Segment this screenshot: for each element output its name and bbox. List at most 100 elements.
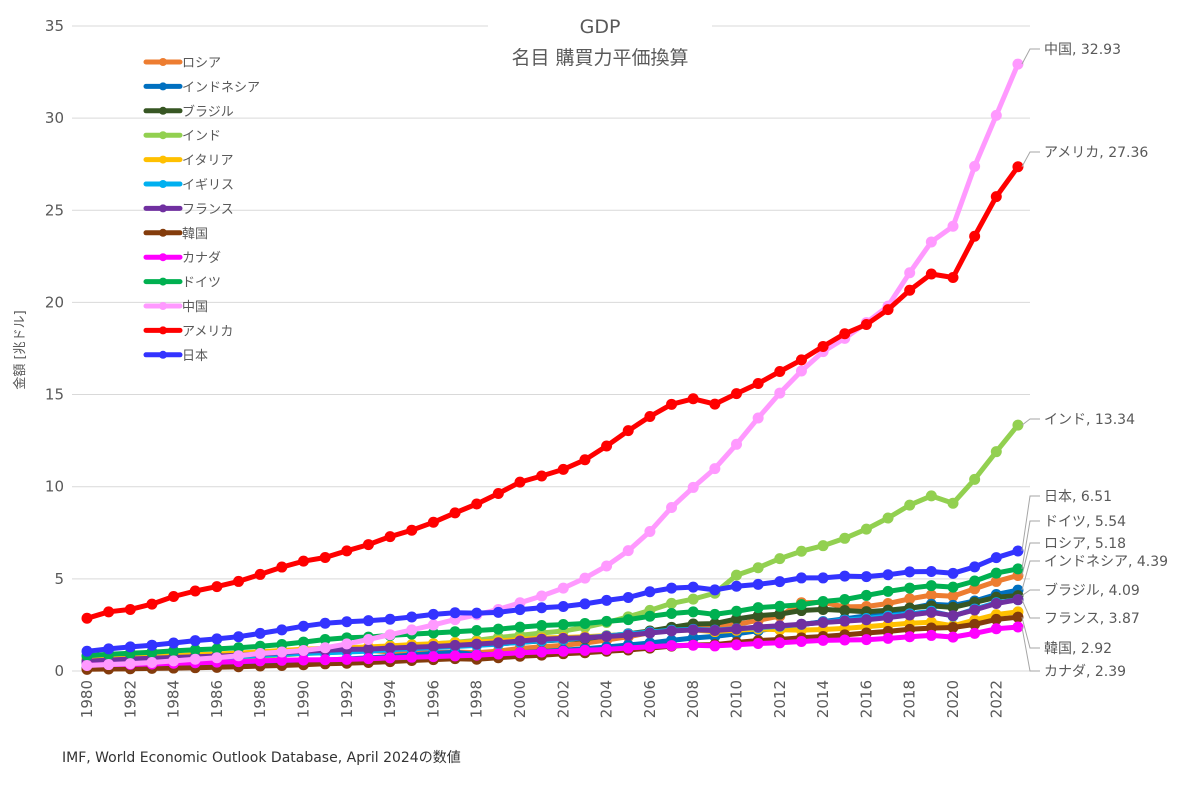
data-point [969,604,981,616]
data-point [471,607,483,619]
data-point [622,629,634,641]
series-lines [81,58,1024,675]
data-point [276,638,288,650]
data-point [882,632,894,644]
data-point [947,220,959,232]
data-point [752,621,764,633]
legend-item: フランス [143,202,234,217]
data-point [168,655,180,667]
data-point [969,627,981,639]
data-point [774,387,786,399]
data-point [298,620,309,632]
data-point [860,589,872,601]
data-point [233,631,245,643]
data-point [514,476,526,488]
gridlines [72,25,1030,672]
data-point [298,645,309,657]
data-point [904,593,916,605]
x-tick-label: 2000 [511,680,529,718]
data-point [168,591,180,603]
legend-item: 韓国 [143,227,208,242]
data-point [211,633,223,645]
leader-line [1021,418,1040,426]
data-point [817,617,829,629]
x-tick-label: 2020 [944,680,962,718]
data-point [557,645,569,657]
end-label: ドイツ, 5.54 [1044,514,1126,530]
data-point [362,653,374,665]
data-point [427,627,439,639]
leader-line [1021,589,1040,597]
data-point [514,647,526,659]
data-point [774,608,786,620]
legend-marker [159,253,167,262]
data-point [536,619,548,631]
legend-item: イタリア [143,154,233,169]
data-point [709,398,721,410]
data-point [384,613,396,625]
data-point [449,639,461,651]
data-point [449,607,461,619]
data-point [666,502,678,514]
data-point [731,580,742,592]
leader-line [1021,542,1040,576]
legend-marker [159,228,167,237]
chart-subtitle: 名目 購買力平価換算 [511,47,688,69]
data-point [990,191,1002,203]
data-point [557,632,569,644]
data-point [471,624,483,636]
x-tick-label: 1982 [121,680,139,718]
data-point [947,567,959,579]
data-point [947,631,959,643]
data-point [492,623,504,635]
data-point [406,641,418,653]
legend-item: アメリカ [143,324,233,339]
data-point [731,438,742,450]
data-point [427,608,439,620]
data-point [795,599,807,611]
legend-marker [159,106,167,115]
data-point [536,646,548,658]
leader-line [1021,48,1040,65]
data-point [904,631,916,643]
y-tick-label: 5 [54,570,64,588]
data-point [427,651,439,663]
x-tick-label: 1986 [208,680,226,718]
data-point [514,635,526,647]
x-axis-ticks: 1980 1982 1984 1986 1988 1990 1992 1994 1996 1998… [78,680,1005,718]
x-tick-label: 2014 [814,680,832,718]
legend-marker [159,204,167,213]
x-tick-label: 2016 [857,680,875,718]
leader-line [1021,626,1040,672]
data-point [795,365,807,377]
data-point [406,624,418,636]
data-point [427,640,439,652]
data-point [319,551,331,563]
x-tick-label: 2006 [641,680,659,718]
legend-item: インド [143,129,221,144]
data-point [622,591,634,603]
data-point [687,581,699,593]
data-point [579,617,591,629]
legend-label: ドイツ [182,276,221,291]
data-point [471,498,483,510]
legend-item: ブラジル [143,104,234,120]
legend-marker [159,82,167,91]
data-point [752,602,764,614]
data-point [124,603,136,615]
chart-title: GDP [580,16,621,38]
legend-marker [159,326,167,335]
data-point [795,545,807,557]
data-point [882,585,894,597]
legend-item: ドイツ [143,276,221,291]
data-point [795,354,807,366]
data-point [731,569,742,581]
end-label: インドネシア, 4.39 [1044,554,1168,570]
data-point [406,524,418,536]
x-tick-label: 1990 [295,680,313,718]
data-point [644,610,656,622]
y-tick-label: 35 [45,17,64,35]
x-tick-label: 2008 [684,680,702,718]
end-label: カナダ, 2.39 [1044,664,1126,680]
data-point [687,639,699,651]
